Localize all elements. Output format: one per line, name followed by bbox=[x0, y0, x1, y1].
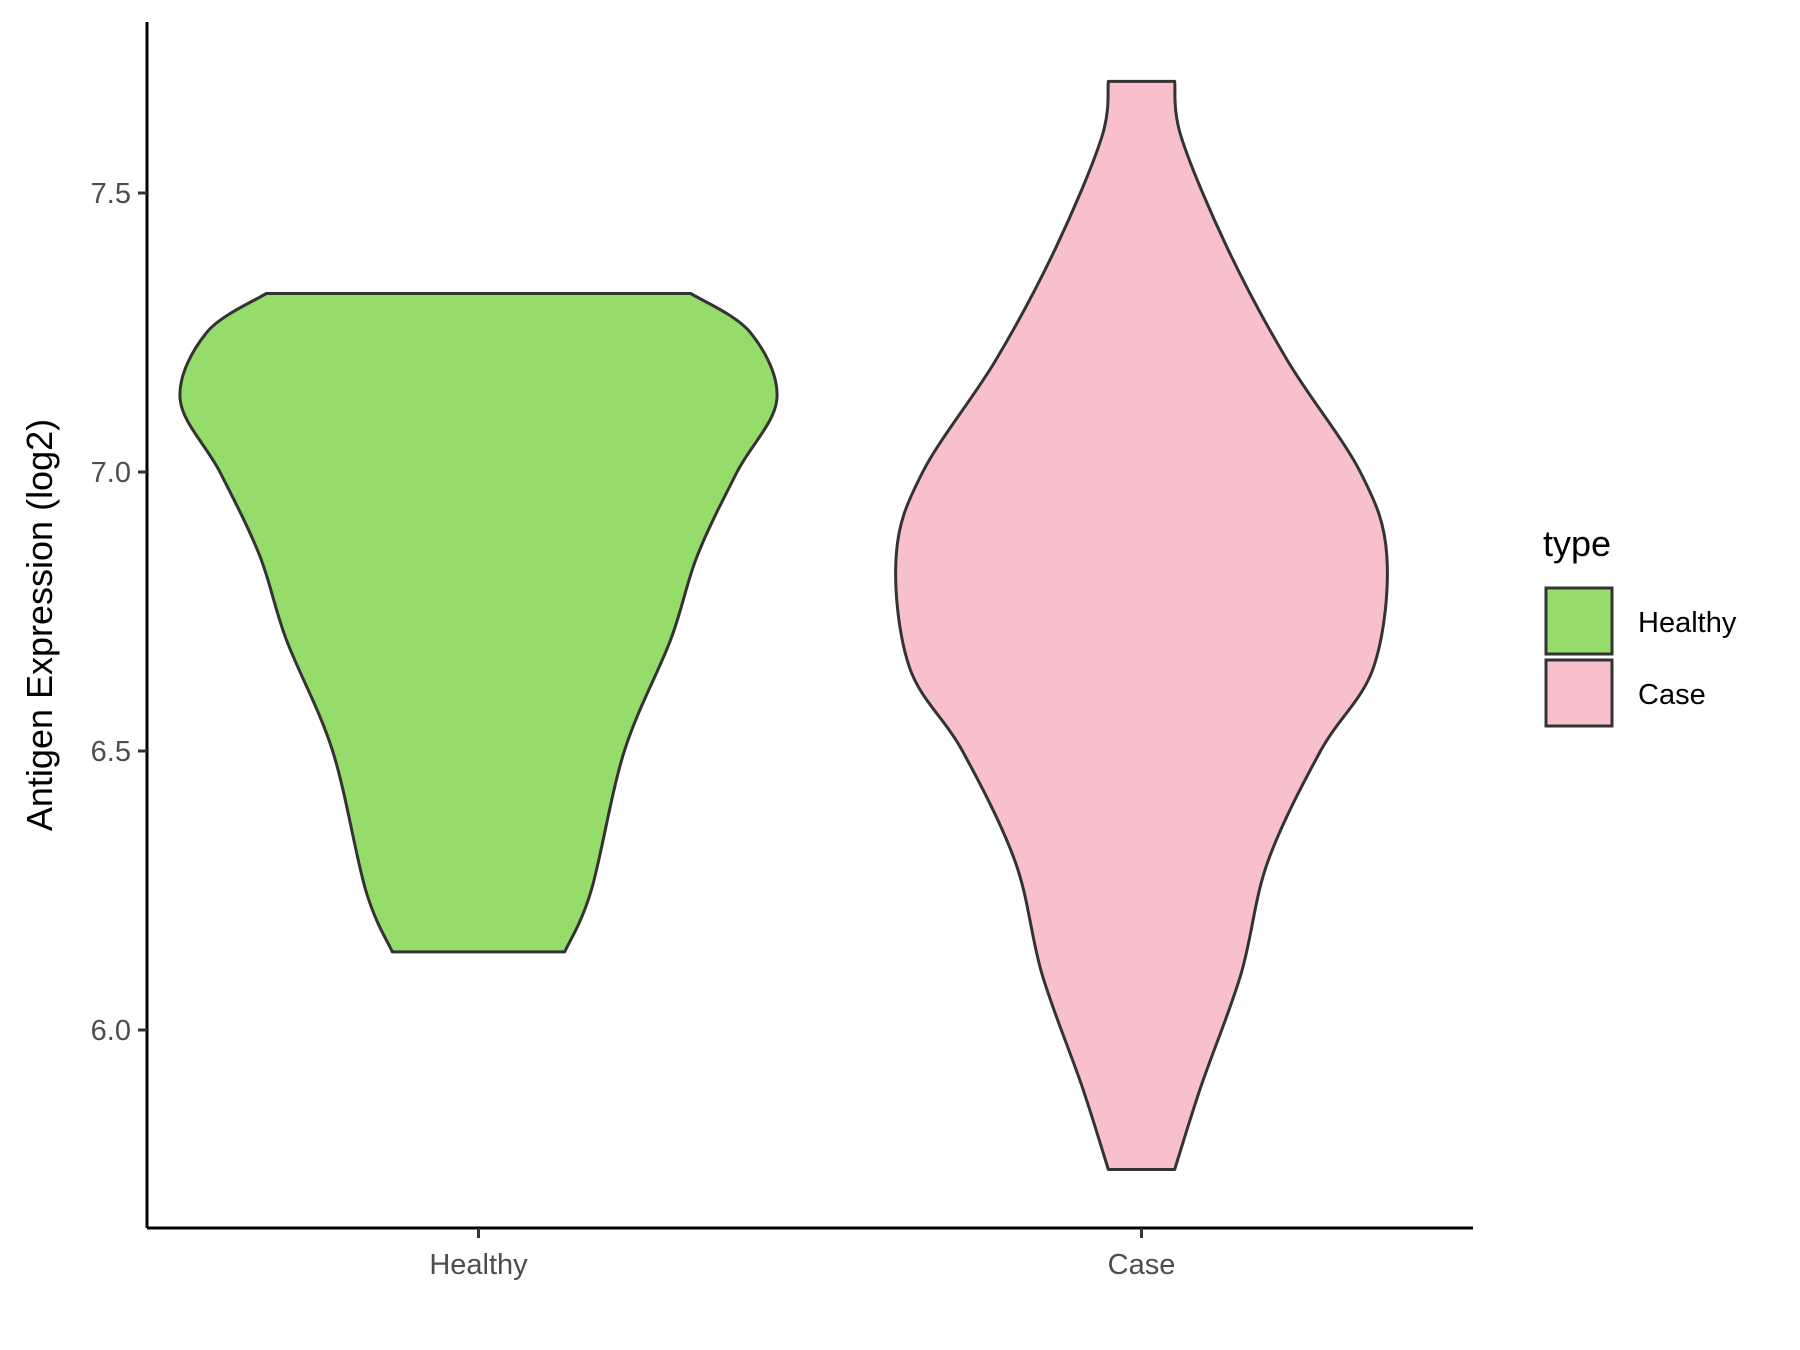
legend-key-case bbox=[1544, 658, 1614, 728]
legend-label-case: Case bbox=[1638, 679, 1706, 711]
x-ticks: Healthy Case bbox=[429, 1228, 1175, 1281]
y-ticks: 6.0 6.5 7.0 7.5 bbox=[91, 178, 147, 1047]
x-tick-label: Healthy bbox=[429, 1249, 528, 1281]
y-tick-label: 7.0 bbox=[91, 457, 131, 489]
y-tick-label: 6.5 bbox=[91, 736, 131, 768]
violins-layer bbox=[178, 79, 1389, 1171]
legend-label-healthy: Healthy bbox=[1638, 607, 1737, 639]
violin-case bbox=[894, 79, 1389, 1171]
violin-healthy bbox=[178, 291, 779, 954]
x-tick-label: Case bbox=[1108, 1249, 1176, 1281]
y-tick-label: 6.0 bbox=[91, 1015, 131, 1047]
legend-title: type bbox=[1543, 523, 1611, 564]
y-axis-title: Antigen Expression (log2) bbox=[19, 419, 60, 831]
legend-key-healthy bbox=[1544, 586, 1614, 656]
legend: type Healthy Case bbox=[1543, 523, 1737, 728]
y-tick-label: 7.5 bbox=[91, 178, 131, 210]
axes-layer bbox=[145, 22, 1473, 1230]
